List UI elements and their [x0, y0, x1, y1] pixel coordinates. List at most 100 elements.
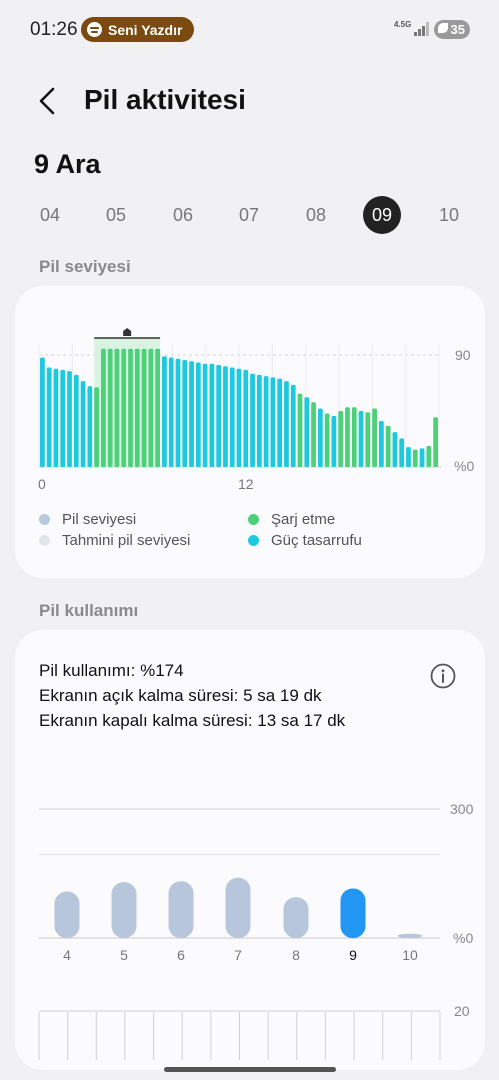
status-time: 01:26 [30, 19, 78, 40]
battery-level-bar [263, 376, 269, 467]
battery-level-bar [182, 359, 188, 467]
battery-level-bar [236, 368, 242, 467]
day-06[interactable]: 06 [172, 205, 194, 225]
info-icon[interactable] [430, 663, 456, 689]
x-tick-12: 12 [238, 476, 254, 492]
usage-bar-5[interactable] [111, 882, 137, 938]
legend-label: Pil seviyesi [62, 511, 137, 528]
battery-level-bar [121, 348, 127, 467]
battery-level-bar [399, 438, 405, 467]
battery-level-bar [419, 448, 425, 467]
status-bar: 01:26 Seni Yazdır 4.5G 35 [0, 0, 499, 60]
battery-level-bar [433, 417, 438, 467]
legend-label: Tahmini pil seviyesi [62, 532, 191, 549]
y-tick-90: 90 [455, 347, 471, 363]
legend-dot [248, 535, 259, 546]
battery-level-bar [385, 425, 391, 467]
x-tick-9: 9 [349, 947, 357, 963]
battery-level-bar [134, 348, 140, 467]
y-tick-0: %0 [454, 458, 474, 474]
usage-bar-6[interactable] [168, 881, 194, 938]
screen-off-time: Ekranın kapalı kalma süresi: 13 sa 17 dk [39, 711, 346, 730]
signal-icon [414, 22, 429, 36]
battery-level-bar [243, 369, 249, 467]
battery-level-bar [372, 408, 377, 467]
x-tick-10: 10 [402, 947, 418, 963]
usage-bar-4[interactable] [54, 891, 80, 938]
battery-level-bar [101, 348, 106, 467]
legend-charging: Şarj etme [248, 511, 335, 528]
battery-level-bar [338, 411, 344, 467]
day-10[interactable]: 10 [438, 205, 460, 225]
battery-level-bar [209, 363, 215, 467]
battery-level-bar [392, 432, 398, 467]
battery-indicator: 35 [434, 20, 470, 39]
battery-level-bar [358, 411, 364, 467]
battery-level-bar [73, 374, 79, 467]
battery-usage-card [15, 630, 485, 1070]
legend-label: Şarj etme [271, 511, 336, 528]
battery-level-bar [114, 348, 120, 467]
battery-level-bar [195, 362, 201, 467]
battery-level-bar [148, 348, 154, 467]
battery-level-bar [304, 397, 310, 467]
battery-level: 35 [450, 22, 465, 37]
x-tick-4: 4 [63, 947, 71, 963]
x-tick-7: 7 [234, 947, 242, 963]
battery-level-bar [223, 366, 228, 467]
legend-dot [39, 514, 50, 525]
day-05[interactable]: 05 [105, 205, 127, 225]
x-tick-0: 0 [38, 476, 46, 492]
battery-level-bar [277, 378, 283, 467]
battery-level-card: 90 %0 0 12 Pil seviyesi Şarj etme Tahmin… [15, 286, 485, 578]
chevron-left-icon[interactable] [36, 86, 62, 116]
usage-bar-10[interactable] [397, 933, 423, 938]
network-type: 4.5G [394, 20, 412, 29]
y-tick-300: 300 [450, 801, 474, 817]
day-08[interactable]: 08 [305, 205, 327, 225]
battery-level-bar [128, 348, 133, 467]
battery-level-bar [290, 384, 296, 467]
battery-level-bar [284, 381, 289, 467]
battery-level-bar [107, 348, 113, 467]
usage-bar-9[interactable] [340, 888, 366, 938]
day-09[interactable]: 09 [363, 196, 401, 234]
battery-level-bar [379, 420, 384, 467]
gesture-bar[interactable] [164, 1067, 336, 1072]
battery-level-bar [189, 361, 194, 467]
battery-level-chart[interactable]: 90 %0 0 12 [15, 286, 485, 501]
battery-level-bar [162, 356, 167, 467]
usage-bar-8[interactable] [283, 897, 309, 938]
battery-level-bar [141, 348, 147, 467]
battery-level-bar [406, 447, 411, 467]
daily-usage-chart[interactable]: 4 5 6 7 8 9 10 300 %0 [0, 790, 499, 980]
battery-level-bar [40, 357, 45, 467]
battery-level-bar [46, 367, 52, 467]
battery-level-bar [53, 368, 59, 467]
battery-level-bar [365, 412, 371, 467]
battery-level-bar [324, 413, 330, 467]
battery-level-bar [155, 348, 161, 467]
day-04[interactable]: 04 [39, 205, 61, 225]
x-tick-6: 6 [177, 947, 185, 963]
day-07[interactable]: 07 [238, 205, 260, 225]
now-playing-pill[interactable]: Seni Yazdır [81, 17, 195, 42]
screen-on-time: Ekranın açık kalma süresi: 5 sa 19 dk [39, 686, 322, 705]
spotify-icon [87, 22, 102, 37]
y-tick-20: 20 [454, 1003, 470, 1019]
now-playing-title: Seni Yazdır [108, 21, 183, 38]
hourly-usage-chart-partial: 20 [38, 1003, 470, 1060]
usage-bar-7[interactable] [225, 877, 251, 938]
battery-level-bar [216, 364, 222, 467]
battery-level-bar [270, 377, 276, 467]
date-title: 9 Ara [34, 149, 101, 179]
battery-level-bar [311, 402, 316, 467]
usage-percentage: Pil kullanımı: %174 [39, 661, 184, 680]
battery-level-bar [168, 357, 174, 467]
battery-level-bar [256, 374, 262, 467]
y-tick-0: %0 [453, 930, 473, 946]
leaf-icon [438, 23, 448, 33]
legend-battery-level: Pil seviyesi [39, 511, 136, 528]
legend-dot [248, 514, 259, 525]
x-tick-8: 8 [292, 947, 300, 963]
